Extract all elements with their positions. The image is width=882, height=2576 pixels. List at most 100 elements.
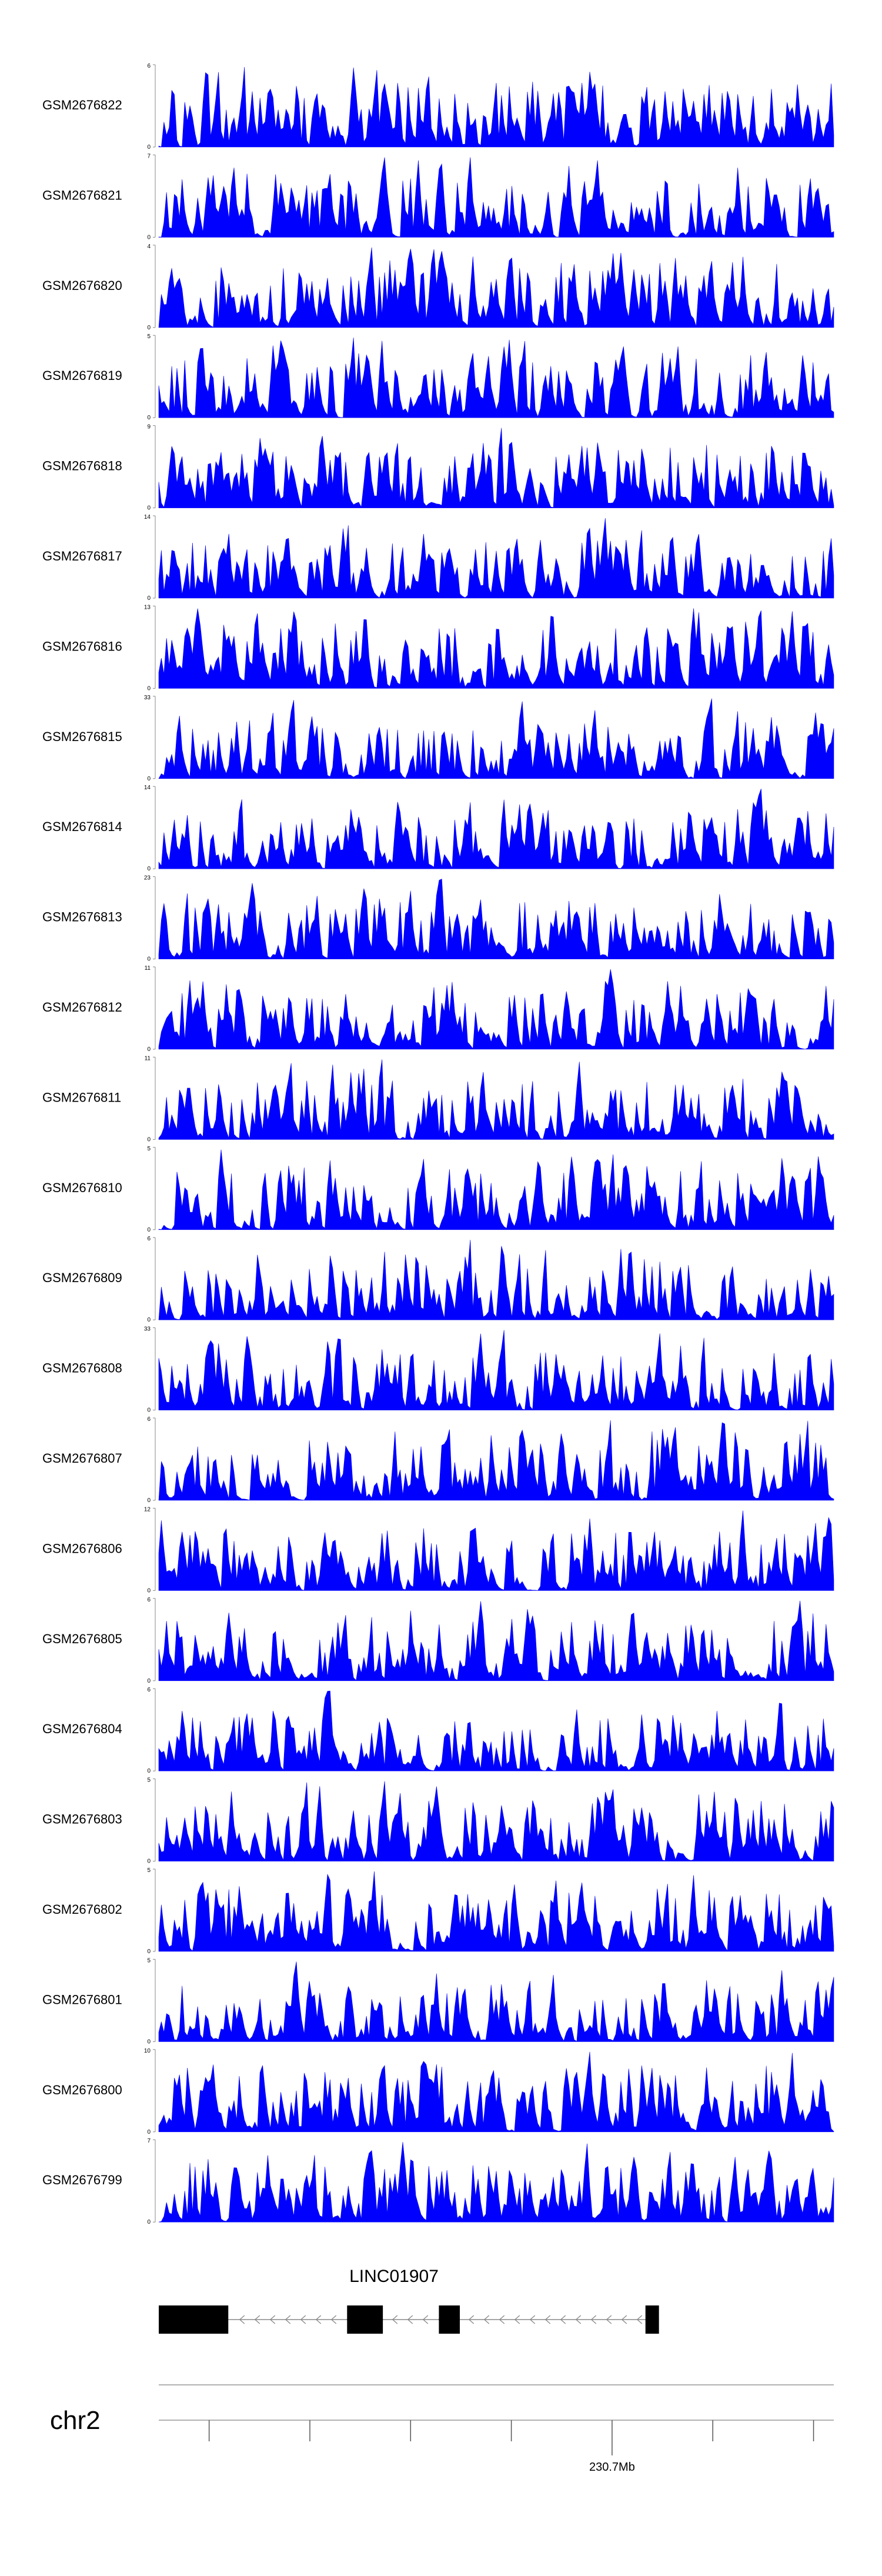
gene-exon bbox=[347, 2305, 383, 2334]
track-ymax-label: 5 bbox=[147, 1777, 151, 1784]
track-signal-area bbox=[158, 1420, 834, 1501]
track-label: GSM2676820 bbox=[42, 278, 122, 293]
track-label: GSM2676821 bbox=[42, 188, 122, 202]
track-label: GSM2676822 bbox=[42, 98, 122, 112]
track-ymax-label: 6 bbox=[147, 1597, 151, 1603]
track-label: GSM2676807 bbox=[42, 1451, 122, 1466]
gene-strand-arrow bbox=[621, 2315, 627, 2324]
gene-label: LINC01907 bbox=[349, 2267, 439, 2286]
track-signal-area bbox=[158, 969, 834, 1050]
track-yzero-label: 0 bbox=[147, 505, 151, 512]
gene-strand-arrow bbox=[315, 2315, 322, 2324]
gene-strand-arrow bbox=[529, 2315, 536, 2324]
track-ymax-label: 6 bbox=[147, 1687, 151, 1693]
chromosome-label: chr2 bbox=[50, 2406, 101, 2435]
track-label: GSM2676804 bbox=[42, 1721, 122, 1736]
track-label: GSM2676814 bbox=[42, 819, 122, 834]
track-ymax-label: 11 bbox=[145, 1055, 151, 1062]
track-ymax-label: 14 bbox=[144, 514, 151, 520]
track-ymax-label: 6 bbox=[147, 63, 151, 69]
track-yzero-label: 0 bbox=[147, 1136, 151, 1143]
track-yzero-label: 0 bbox=[147, 1858, 151, 1865]
track-ymax-label: 5 bbox=[147, 1957, 151, 1964]
track-signal-area bbox=[158, 1240, 834, 1320]
gene-strand-arrow bbox=[422, 2315, 429, 2324]
track-signal-area bbox=[158, 1961, 834, 2042]
track-yzero-label: 0 bbox=[147, 956, 151, 963]
track-ymax-label: 5 bbox=[147, 1146, 151, 1152]
gene-strand-arrow bbox=[254, 2315, 260, 2324]
track-signal-area bbox=[158, 2142, 834, 2223]
track-yzero-label: 0 bbox=[147, 2038, 151, 2045]
track-yzero-label: 0 bbox=[147, 1227, 151, 1233]
track-yzero-label: 0 bbox=[147, 1046, 151, 1053]
track-label: GSM2676806 bbox=[42, 1541, 122, 1556]
track-yzero-label: 0 bbox=[147, 1678, 151, 1684]
track-label: GSM2676799 bbox=[42, 2173, 122, 2187]
track-label: GSM2676816 bbox=[42, 639, 122, 653]
track-signal-area bbox=[158, 338, 834, 418]
gene-exon bbox=[159, 2305, 229, 2334]
track-ymax-label: 13 bbox=[144, 604, 151, 610]
track-ymax-label: 6 bbox=[147, 1416, 151, 1423]
gene-strand-arrow bbox=[285, 2315, 291, 2324]
gene-strand-arrow bbox=[407, 2315, 413, 2324]
track-signal-area bbox=[158, 2051, 834, 2133]
track-label: GSM2676805 bbox=[42, 1631, 122, 1646]
track-ymax-label: 33 bbox=[144, 1326, 151, 1333]
track-yzero-label: 0 bbox=[147, 1407, 151, 1414]
track-yzero-label: 0 bbox=[147, 1317, 151, 1323]
track-ymax-label: 9 bbox=[147, 424, 151, 431]
track-signal-area bbox=[158, 1510, 834, 1591]
track-yzero-label: 0 bbox=[147, 2219, 151, 2225]
track-ymax-label: 23 bbox=[144, 875, 151, 882]
track-label: GSM2676803 bbox=[42, 1812, 122, 1827]
gene-exon bbox=[439, 2305, 460, 2334]
gene-strand-arrow bbox=[300, 2315, 306, 2324]
track-label: GSM2676809 bbox=[42, 1270, 122, 1285]
track-ymax-label: 14 bbox=[144, 785, 151, 791]
track-signal-area bbox=[158, 247, 834, 328]
track-ymax-label: 7 bbox=[147, 153, 151, 159]
track-signal-area bbox=[158, 608, 834, 689]
track-ymax-label: 5 bbox=[147, 333, 151, 340]
track-label: GSM2676808 bbox=[42, 1361, 122, 1376]
track-signal-area bbox=[158, 1059, 834, 1140]
track-yzero-label: 0 bbox=[147, 866, 151, 872]
track-signal-area bbox=[158, 1330, 834, 1410]
track-ymax-label: 6 bbox=[147, 1236, 151, 1242]
gene-strand-arrow bbox=[606, 2315, 612, 2324]
track-yzero-label: 0 bbox=[147, 415, 151, 421]
track-ymax-label: 7 bbox=[147, 2138, 151, 2144]
track-label: GSM2676812 bbox=[42, 1000, 122, 1015]
track-label: GSM2676815 bbox=[42, 729, 122, 744]
track-signal-area bbox=[158, 428, 834, 508]
gene-strand-arrow bbox=[330, 2315, 337, 2324]
track-signal-area bbox=[158, 1781, 834, 1861]
track-ymax-label: 10 bbox=[144, 2048, 151, 2054]
track-label: GSM2676813 bbox=[42, 910, 122, 925]
gene-strand-arrow bbox=[483, 2315, 490, 2324]
track-signal-area bbox=[158, 1149, 834, 1230]
gene-strand-arrow bbox=[392, 2315, 398, 2324]
track-yzero-label: 0 bbox=[147, 685, 151, 692]
track-yzero-label: 0 bbox=[147, 776, 151, 782]
track-signal-area bbox=[158, 66, 834, 148]
track-signal-area bbox=[158, 1600, 834, 1681]
track-signal-area bbox=[158, 879, 834, 959]
gene-strand-arrow bbox=[239, 2315, 245, 2324]
track-label: GSM2676818 bbox=[42, 459, 122, 473]
gene-strand-arrow bbox=[590, 2315, 597, 2324]
track-signal-area bbox=[158, 1871, 834, 1952]
gene-strand-arrow bbox=[544, 2315, 551, 2324]
track-signal-area bbox=[158, 789, 834, 869]
track-signal-area bbox=[158, 1690, 834, 1771]
gene-strand-arrow bbox=[514, 2315, 520, 2324]
gene-strand-arrow bbox=[269, 2315, 276, 2324]
track-label: GSM2676801 bbox=[42, 1992, 122, 2007]
track-yzero-label: 0 bbox=[147, 2129, 151, 2135]
track-ymax-label: 4 bbox=[147, 243, 151, 250]
track-ymax-label: 11 bbox=[145, 965, 151, 972]
track-label: GSM2676819 bbox=[42, 368, 122, 383]
